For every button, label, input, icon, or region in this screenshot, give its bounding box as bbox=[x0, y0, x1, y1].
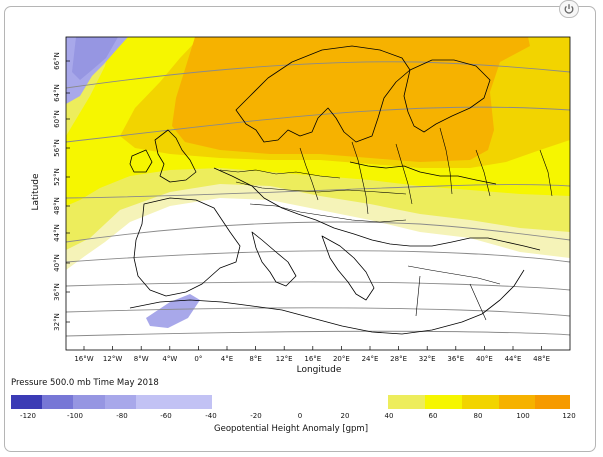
colorbar-pos-2 bbox=[425, 395, 462, 409]
colorbar-pos-1 bbox=[388, 395, 425, 409]
longitude-tick-label: 8°W bbox=[134, 355, 149, 363]
longitude-ticks: 16°W 12°W 8°W 4°W 0° 4°E 8°E 12°E 16°E 20°E 24°E 28… bbox=[74, 346, 550, 363]
colorbar-pos-5 bbox=[535, 395, 570, 409]
colorbar-tick: -20 bbox=[250, 412, 262, 420]
colorbar-tick: -80 bbox=[116, 412, 128, 420]
latitude-tick-label: 48°N bbox=[53, 197, 61, 215]
longitude-tick-label: 12°W bbox=[103, 355, 122, 363]
longitude-tick-label: 4°W bbox=[162, 355, 177, 363]
latitude-tick-label: 32°N bbox=[53, 313, 61, 331]
latitude-tick-label: 36°N bbox=[53, 283, 61, 301]
plot-border bbox=[65, 36, 571, 351]
latitude-ticks: 66°N 64°N 60°N 56°N 52°N 48°N 44°N 40°N 36°N 32°N bbox=[53, 52, 70, 331]
colorbar-tick: -40 bbox=[205, 412, 217, 420]
colorbar-neg-2 bbox=[42, 395, 73, 409]
colorbar-tick: 60 bbox=[428, 412, 438, 420]
anomaly-neg-core bbox=[72, 37, 118, 80]
power-icon bbox=[564, 4, 574, 14]
latitude-tick-label: 60°N bbox=[53, 110, 61, 128]
longitude-tick-label: 20°E bbox=[333, 355, 350, 363]
latitude-tick-label: 56°N bbox=[53, 139, 61, 157]
longitude-tick-label: 16°E bbox=[304, 355, 321, 363]
power-button[interactable] bbox=[559, 0, 579, 18]
colorbar-neg-1 bbox=[11, 395, 42, 409]
longitude-tick-label: 28°E bbox=[390, 355, 407, 363]
longitude-tick-label: 40°E bbox=[476, 355, 493, 363]
colorbar-unit-label: Geopotential Height Anomaly [gpm] bbox=[214, 424, 369, 434]
colorbar-tick: 100 bbox=[516, 412, 530, 420]
latitude-tick-label: 52°N bbox=[53, 168, 61, 186]
longitude-tick-label: 36°E bbox=[447, 355, 464, 363]
anomaly-neg-south bbox=[146, 294, 200, 328]
anomaly-fields bbox=[66, 37, 570, 350]
colorbar-tick: 80 bbox=[473, 412, 483, 420]
latitude-tick-label: 40°N bbox=[53, 254, 61, 272]
borders bbox=[219, 127, 553, 321]
x-axis-label: Longitude bbox=[297, 365, 342, 375]
coastlines bbox=[129, 45, 541, 335]
longitude-tick-label: 12°E bbox=[276, 355, 293, 363]
colorbar-pos-3 bbox=[462, 395, 499, 409]
colorbar-tick: 40 bbox=[384, 412, 394, 420]
latitude-tick-label: 44°N bbox=[53, 224, 61, 242]
longitude-tick-label: 8°E bbox=[249, 355, 261, 363]
colorbar-title: Pressure 500.0 mb Time May 2018 bbox=[11, 378, 159, 388]
longitude-tick-label: 32°E bbox=[419, 355, 436, 363]
latitude-tick-label: 66°N bbox=[53, 52, 61, 70]
colorbar-neg-4 bbox=[105, 395, 136, 409]
longitude-tick-label: 16°W bbox=[74, 355, 93, 363]
longitude-tick-label: 0° bbox=[194, 355, 202, 363]
colorbar-neg-5 bbox=[136, 395, 212, 409]
colorbar-tick: 0 bbox=[297, 412, 303, 420]
latitude-tick-label: 64°N bbox=[53, 84, 61, 102]
longitude-tick-label: 48°E bbox=[533, 355, 550, 363]
colorbar-tick: 120 bbox=[562, 412, 576, 420]
anomaly-100-120 bbox=[172, 37, 530, 162]
height-contours bbox=[66, 61, 570, 337]
y-axis-label: Latitude bbox=[31, 173, 41, 211]
colorbar-tick: 20 bbox=[340, 412, 350, 420]
colorbar-tick: -120 bbox=[20, 412, 36, 420]
longitude-tick-label: 4°E bbox=[221, 355, 233, 363]
colorbar-tick: -100 bbox=[67, 412, 83, 420]
longitude-tick-label: 24°E bbox=[362, 355, 379, 363]
colorbar-pos-4 bbox=[499, 395, 535, 409]
colorbar-neg-3 bbox=[73, 395, 105, 409]
colorbar-tick: -60 bbox=[160, 412, 172, 420]
longitude-tick-label: 44°E bbox=[505, 355, 522, 363]
